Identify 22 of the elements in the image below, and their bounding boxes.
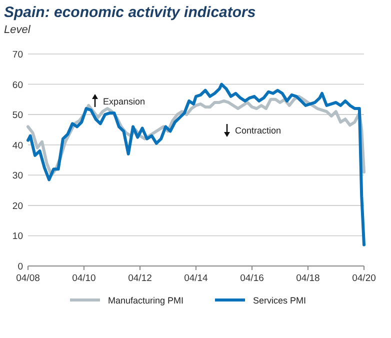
x-tick-label: 04/14 — [184, 273, 208, 284]
y-tick-label: 70 — [12, 50, 23, 60]
legend-label: Manufacturing PMI — [108, 296, 184, 306]
x-tick-label: 04/08 — [16, 273, 40, 284]
line-series — [26, 82, 366, 246]
x-tick-label: 04/16 — [240, 273, 264, 284]
annotation: Contraction — [235, 126, 282, 136]
x-tick-label: 04/12 — [128, 273, 152, 284]
x-tick-label: 04/18 — [296, 273, 320, 284]
y-tick-label: 30 — [12, 170, 23, 182]
y-tick-label: 10 — [12, 231, 23, 242]
y-tick-label: 60 — [12, 80, 23, 91]
x-tick-label: 04/10 — [72, 273, 96, 284]
y-tick-label: 0 — [18, 262, 23, 272]
x-tick-label: 04/20 — [352, 273, 376, 284]
annotation: Expansion — [103, 96, 146, 106]
y-tick-label: 40 — [12, 140, 23, 152]
y-tick-label: 50 — [12, 110, 23, 122]
y-tick-label: 20 — [12, 200, 23, 212]
chart-subtitle: Level — [4, 24, 31, 36]
legend-label: Services PMI — [253, 296, 306, 306]
chart-title: Spain: economic activity indicators — [4, 4, 256, 21]
